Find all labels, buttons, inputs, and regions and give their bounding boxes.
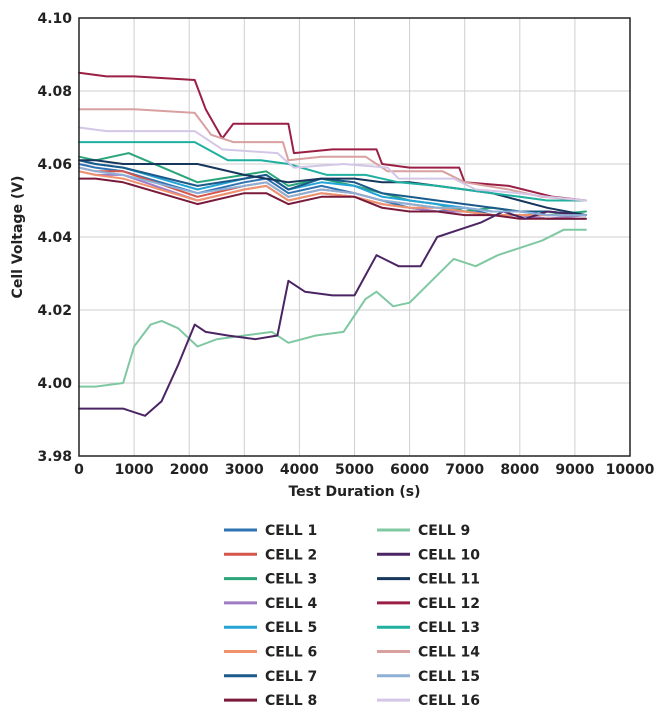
y-tick-label: 4.00 bbox=[37, 376, 72, 392]
series-line-7 bbox=[78, 159, 587, 217]
series-line-16 bbox=[78, 126, 587, 202]
legend-label: CELL 6 bbox=[265, 645, 317, 661]
legend-label: CELL 1 bbox=[265, 523, 317, 539]
legend-label: CELL 13 bbox=[418, 620, 480, 636]
legend-item: CELL 4 bbox=[224, 596, 318, 612]
legend-item: CELL 2 bbox=[224, 547, 317, 563]
legend-label: CELL 5 bbox=[265, 620, 317, 636]
x-tick-label: 0 bbox=[74, 462, 84, 478]
legend-item: CELL 1 bbox=[224, 523, 317, 539]
legend-item: CELL 16 bbox=[377, 693, 480, 709]
legend-label: CELL 4 bbox=[265, 596, 318, 612]
y-tick-label: 4.04 bbox=[37, 230, 72, 246]
plot-frame bbox=[78, 17, 631, 457]
y-axis-ticks: 3.98 4.00 4.02 4.04 4.06 4.08 4.10 bbox=[37, 11, 72, 465]
legend-label: CELL 2 bbox=[265, 547, 317, 563]
legend-item: CELL 11 bbox=[377, 572, 480, 588]
legend-item: CELL 3 bbox=[224, 572, 317, 588]
legend-label: CELL 16 bbox=[418, 693, 480, 709]
legend-item: CELL 8 bbox=[224, 693, 317, 709]
legend: CELL 1 CELL 2 CELL 3 CELL 4 CELL 5 CELL 6 CELL… bbox=[224, 523, 480, 709]
legend-label: CELL 10 bbox=[418, 547, 480, 563]
x-tick-label: 8000 bbox=[500, 462, 539, 478]
series-lines bbox=[78, 71, 587, 417]
legend-label: CELL 9 bbox=[418, 523, 470, 539]
y-axis-title: Cell Voltage (V) bbox=[10, 176, 26, 299]
x-tick-label: 5000 bbox=[335, 462, 374, 478]
legend-label: CELL 7 bbox=[265, 669, 317, 685]
y-tick-label: 4.02 bbox=[37, 303, 72, 319]
series-line-14 bbox=[78, 108, 587, 202]
y-tick-label: 4.06 bbox=[37, 157, 72, 173]
series-line-8 bbox=[78, 177, 587, 220]
x-tick-label: 3000 bbox=[225, 462, 264, 478]
legend-item: CELL 15 bbox=[377, 669, 480, 685]
x-tick-label: 7000 bbox=[445, 462, 484, 478]
legend-item: CELL 5 bbox=[224, 620, 317, 636]
x-tick-label: 2000 bbox=[170, 462, 209, 478]
series-line-15 bbox=[78, 166, 587, 217]
legend-item: CELL 7 bbox=[224, 669, 317, 685]
x-axis-ticks: 0 1000 2000 3000 4000 5000 6000 7000 8000 9000 100… bbox=[74, 462, 654, 478]
series-line-10 bbox=[78, 210, 587, 417]
y-tick-label: 3.98 bbox=[37, 449, 72, 465]
legend-label: CELL 15 bbox=[418, 669, 480, 685]
y-tick-label: 4.10 bbox=[37, 11, 72, 27]
legend-item: CELL 9 bbox=[377, 523, 470, 539]
series-line-13 bbox=[78, 141, 587, 202]
x-tick-label: 6000 bbox=[390, 462, 429, 478]
x-tick-label: 1000 bbox=[115, 462, 154, 478]
legend-label: CELL 8 bbox=[265, 693, 317, 709]
x-tick-label: 9000 bbox=[555, 462, 594, 478]
legend-item: CELL 12 bbox=[377, 596, 480, 612]
legend-item: CELL 14 bbox=[377, 645, 480, 661]
legend-item: CELL 13 bbox=[377, 620, 480, 636]
legend-item: CELL 10 bbox=[377, 547, 480, 563]
legend-label: CELL 14 bbox=[418, 645, 480, 661]
x-tick-label: 4000 bbox=[280, 462, 319, 478]
x-axis-title: Test Duration (s) bbox=[288, 484, 420, 500]
series-line-9 bbox=[78, 228, 587, 388]
legend-label: CELL 12 bbox=[418, 596, 480, 612]
legend-label: CELL 11 bbox=[418, 572, 480, 588]
legend-item: CELL 6 bbox=[224, 645, 317, 661]
y-tick-label: 4.08 bbox=[37, 84, 72, 100]
legend-label: CELL 3 bbox=[265, 572, 317, 588]
x-tick-label: 10000 bbox=[606, 462, 655, 478]
